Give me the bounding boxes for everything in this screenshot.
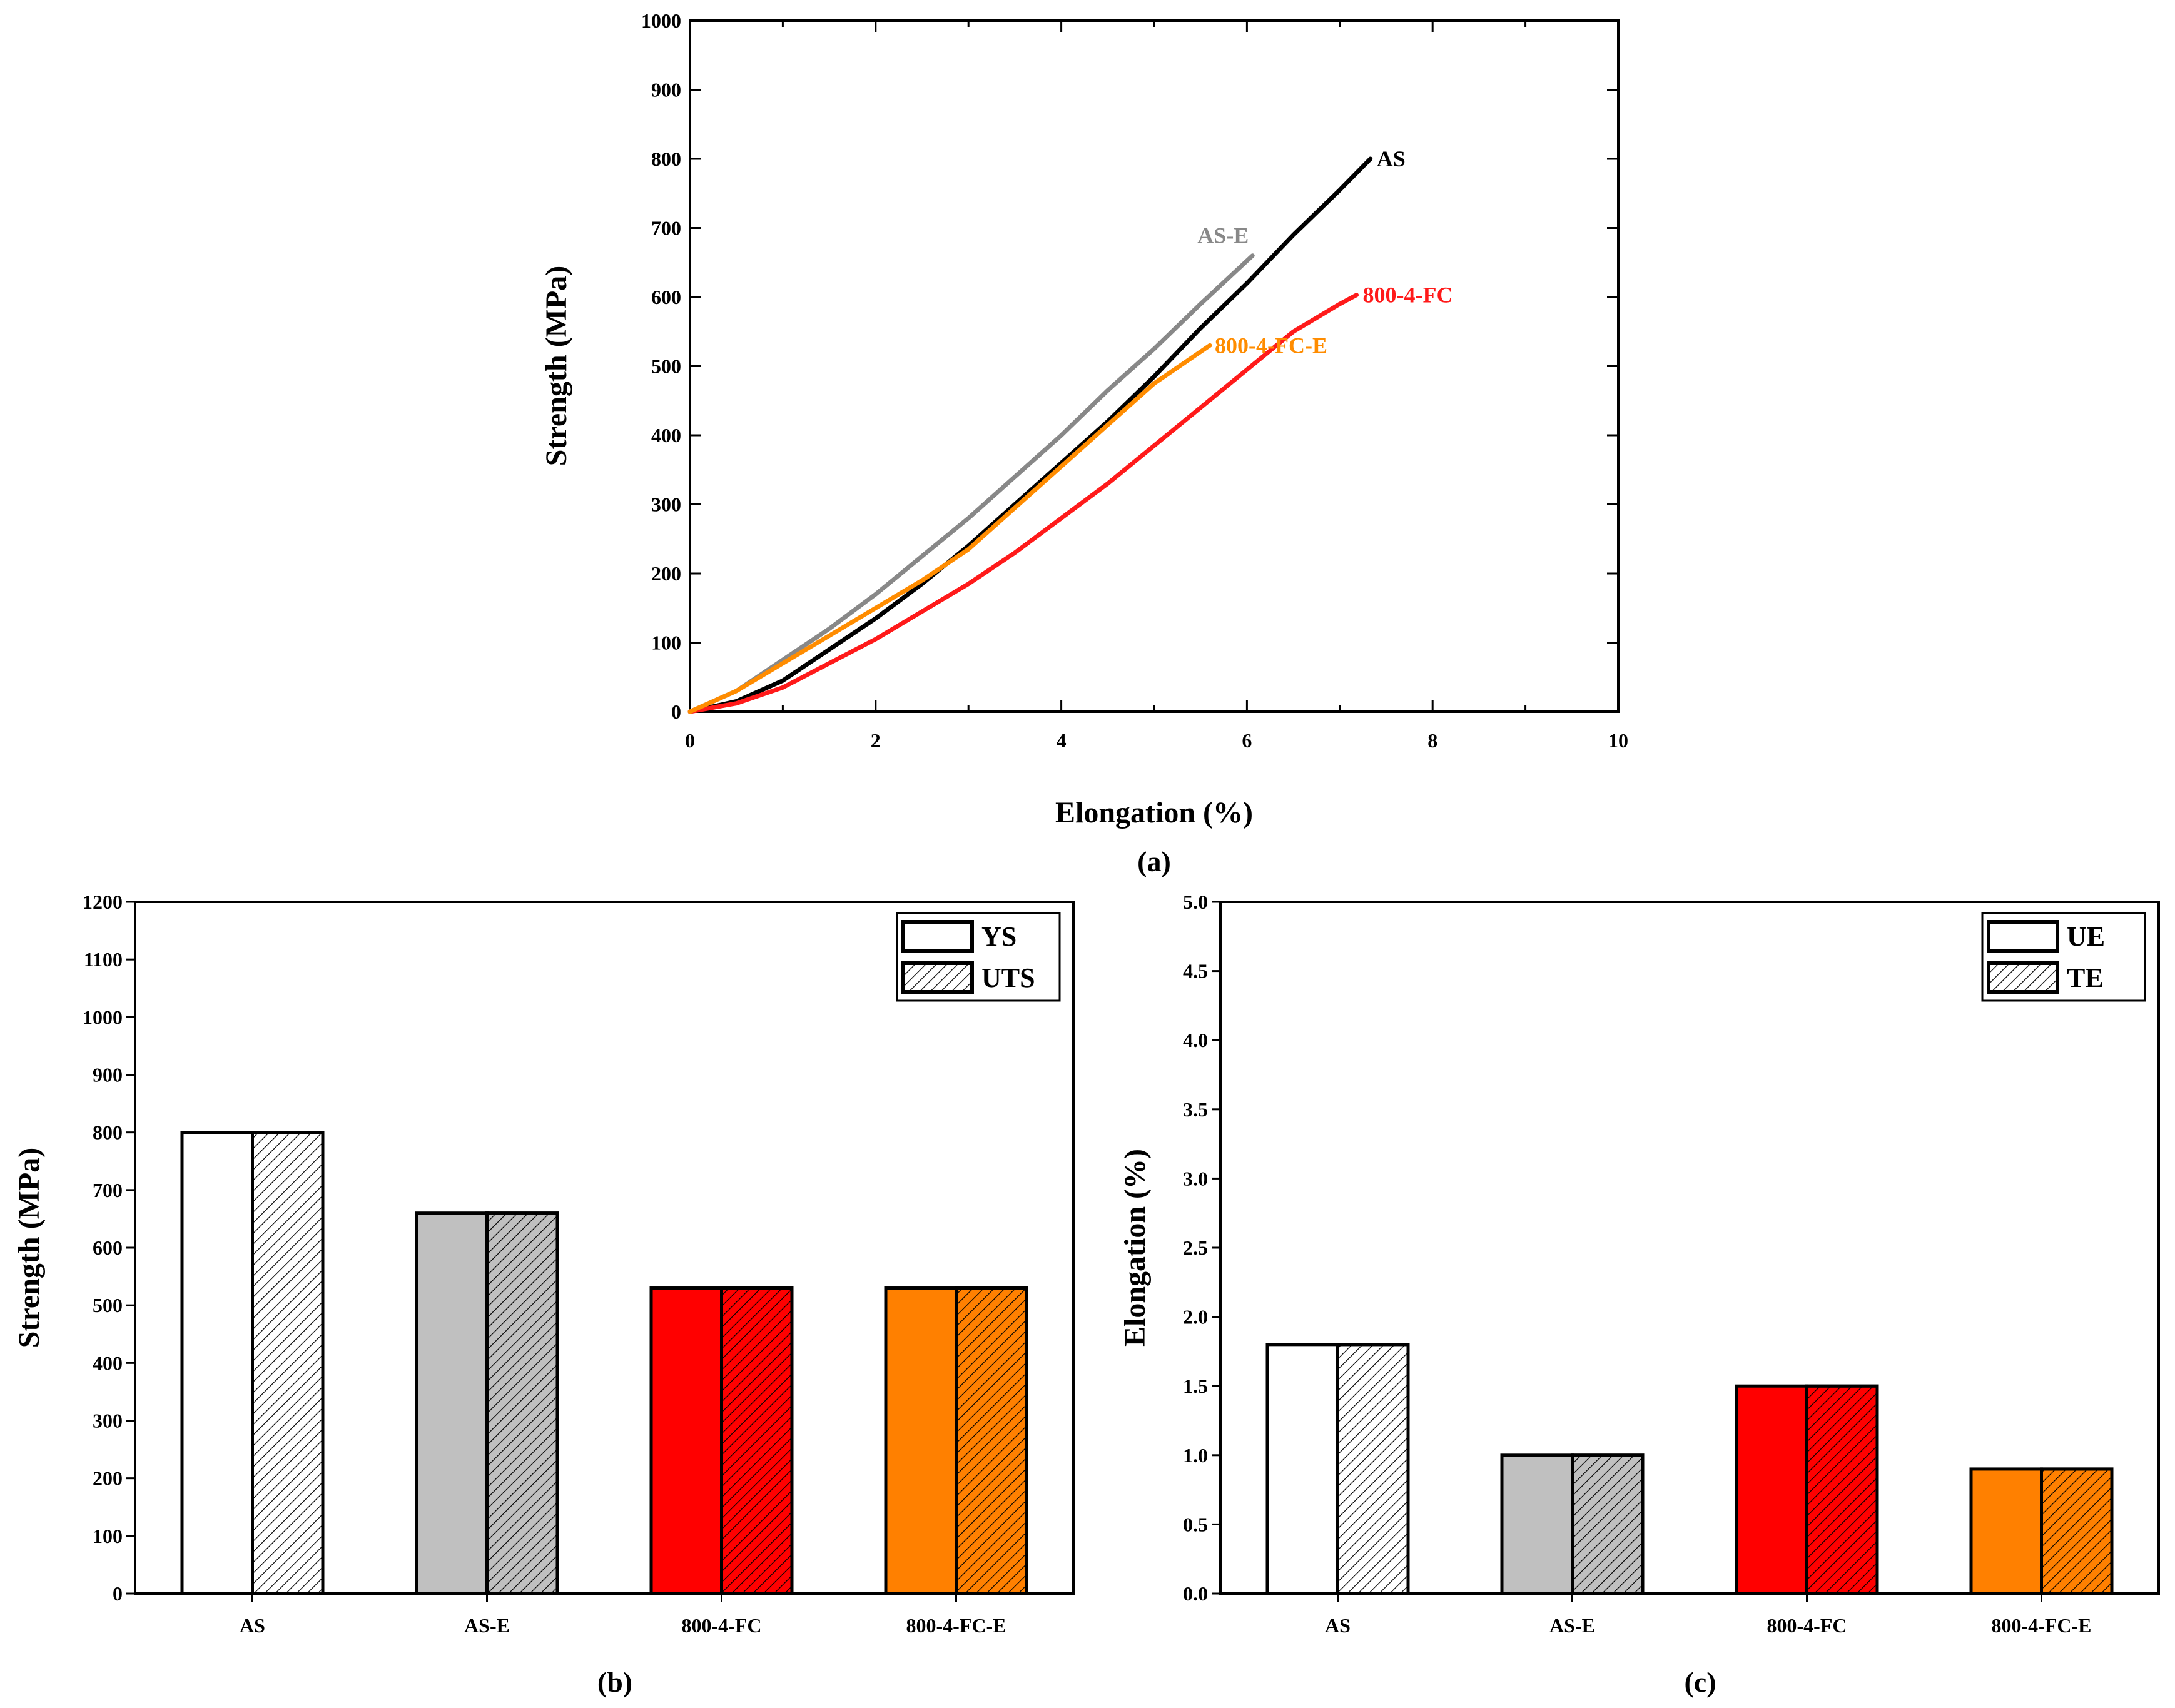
series-label-AS: AS — [1377, 146, 1406, 171]
x-tick-label: 8 — [1427, 729, 1437, 752]
x-axis-label: Elongation (%) — [1055, 796, 1253, 829]
x-tick-label: 2 — [871, 729, 881, 752]
y-tick-label: 900 — [651, 79, 681, 101]
bar-YS-AS-E — [415, 1211, 489, 1595]
y-tick-label: 0.0 — [1183, 1582, 1208, 1605]
series-label-800-4-FC: 800-4-FC — [1363, 283, 1453, 308]
x-tick-label: 800-4-FC-E — [1992, 1614, 2092, 1637]
y-tick-label: 600 — [93, 1236, 123, 1259]
series-line-AS-E — [687, 253, 1255, 714]
x-tick-label: AS-E — [1549, 1614, 1595, 1637]
bar-YS-AS — [180, 1131, 254, 1595]
y-tick-label: 200 — [651, 562, 681, 585]
y-tick-label: 2.0 — [1183, 1306, 1208, 1328]
y-tick-label: 400 — [651, 424, 681, 447]
y-tick-label: 2.5 — [1183, 1236, 1208, 1259]
y-tick-label: 100 — [651, 632, 681, 654]
panel-caption: (b) — [597, 1666, 632, 1698]
bar-YS-800-4-FC — [649, 1286, 723, 1595]
bar-hatch-UTS-800-4-FC-E — [955, 1286, 1028, 1595]
y-tick-label: 1000 — [641, 9, 681, 32]
x-tick-label: 6 — [1242, 729, 1252, 752]
bar-hatch-UTS-AS-E — [485, 1211, 559, 1595]
x-tick-label: AS — [1325, 1614, 1351, 1637]
bar-UE-AS — [1265, 1343, 1339, 1595]
bar-hatch-TE-800-4-FC — [1805, 1384, 1879, 1595]
x-tick-label: AS — [240, 1614, 265, 1637]
y-tick-label: 3.5 — [1183, 1098, 1208, 1121]
y-tick-label: 0.5 — [1183, 1513, 1208, 1535]
y-tick-label: 600 — [651, 286, 681, 308]
bar-UE-800-4-FC-E — [1969, 1467, 2043, 1595]
panel-caption-a: (a) — [1137, 846, 1171, 877]
y-tick-label: 700 — [93, 1179, 123, 1201]
x-tick-label: 0 — [685, 729, 695, 752]
y-tick-label: 700 — [651, 217, 681, 240]
panel-c-elongation-bar-chart: 0.0 0.5 1.0 1.5 2.0 2.5 3.0 3.5 4.0 4.5 5.0 AS AS-E 8… — [1118, 891, 2160, 1698]
bar-hatch-UTS-AS — [251, 1131, 325, 1595]
y-tick-label: 200 — [93, 1467, 123, 1490]
legend-label-UTS: UTS — [981, 963, 1035, 993]
y-tick-label: 400 — [93, 1352, 123, 1374]
series-line-800-4-FC — [687, 293, 1359, 714]
bar-hatch-TE-AS-E — [1571, 1453, 1645, 1595]
panel-b-strength-bar-chart: 0 100 200 300 400 500 600 700 800 900 1000 1100 1200… — [13, 891, 1075, 1698]
legend-swatch-UE — [1987, 920, 2059, 953]
x-tick-label: 800-4-FC — [1767, 1614, 1847, 1637]
plot-frame — [689, 19, 1620, 713]
y-tick-label: 4.0 — [1183, 1029, 1208, 1051]
series-label-800-4-FC-E: 800-4-FC-E — [1215, 333, 1327, 358]
bar-UE-800-4-FC — [1735, 1384, 1808, 1595]
y-tick-label: 1.0 — [1183, 1444, 1208, 1467]
legend-swatch-hatch-UTS — [901, 961, 974, 994]
series-line-AS — [687, 156, 1373, 714]
y-tick-label: 1200 — [83, 891, 123, 913]
y-tick-label: 0 — [671, 700, 681, 723]
y-tick-label: 800 — [93, 1121, 123, 1144]
y-tick-label: 1000 — [83, 1006, 123, 1028]
y-tick-label: 300 — [93, 1410, 123, 1432]
series-line-800-4-FC-E — [687, 343, 1212, 714]
y-tick-label: 3.0 — [1183, 1167, 1208, 1190]
y-axis-label: Strength (MPa) — [13, 1148, 46, 1348]
x-tick-label: 800-4-FC-E — [906, 1614, 1006, 1637]
y-tick-label: 500 — [651, 355, 681, 378]
x-tick-label: 10 — [1608, 729, 1628, 752]
y-tick-label: 0 — [113, 1582, 123, 1605]
legend-label-YS: YS — [981, 921, 1017, 952]
y-axis-label: Strength (MPa) — [540, 266, 573, 466]
y-tick-label: 1.5 — [1183, 1375, 1208, 1397]
y-tick-label: 4.5 — [1183, 960, 1208, 983]
bar-UE-AS-E — [1500, 1453, 1574, 1595]
x-tick-label: AS-E — [464, 1614, 510, 1637]
legend-label-UE: UE — [2067, 921, 2105, 952]
y-tick-label: 500 — [93, 1294, 123, 1316]
panel-a-line-chart: 0 100 200 300 400 500 600 700 800 900 1000 0 2 4 6 8 10 E… — [540, 9, 1628, 877]
legend-swatch-hatch-TE — [1987, 961, 2059, 994]
y-tick-label: 800 — [651, 148, 681, 170]
y-tick-label: 300 — [651, 493, 681, 516]
bar-hatch-TE-AS — [1336, 1343, 1410, 1595]
legend-swatch-YS — [901, 920, 974, 953]
series-label-AS-E: AS-E — [1197, 223, 1249, 248]
bar-hatch-UTS-800-4-FC — [720, 1286, 794, 1595]
y-tick-label: 900 — [93, 1064, 123, 1086]
legend-label-TE: TE — [2067, 963, 2104, 993]
x-tick-label: 4 — [1057, 729, 1067, 752]
bar-YS-800-4-FC-E — [884, 1286, 958, 1595]
panel-caption: (c) — [1684, 1666, 1716, 1698]
y-axis-label: Elongation (%) — [1118, 1149, 1152, 1347]
y-tick-label: 100 — [93, 1525, 123, 1547]
y-tick-label: 5.0 — [1183, 891, 1208, 913]
bar-hatch-TE-800-4-FC-E — [2040, 1467, 2114, 1595]
y-tick-label: 1100 — [84, 948, 123, 971]
x-tick-label: 800-4-FC — [682, 1614, 762, 1637]
